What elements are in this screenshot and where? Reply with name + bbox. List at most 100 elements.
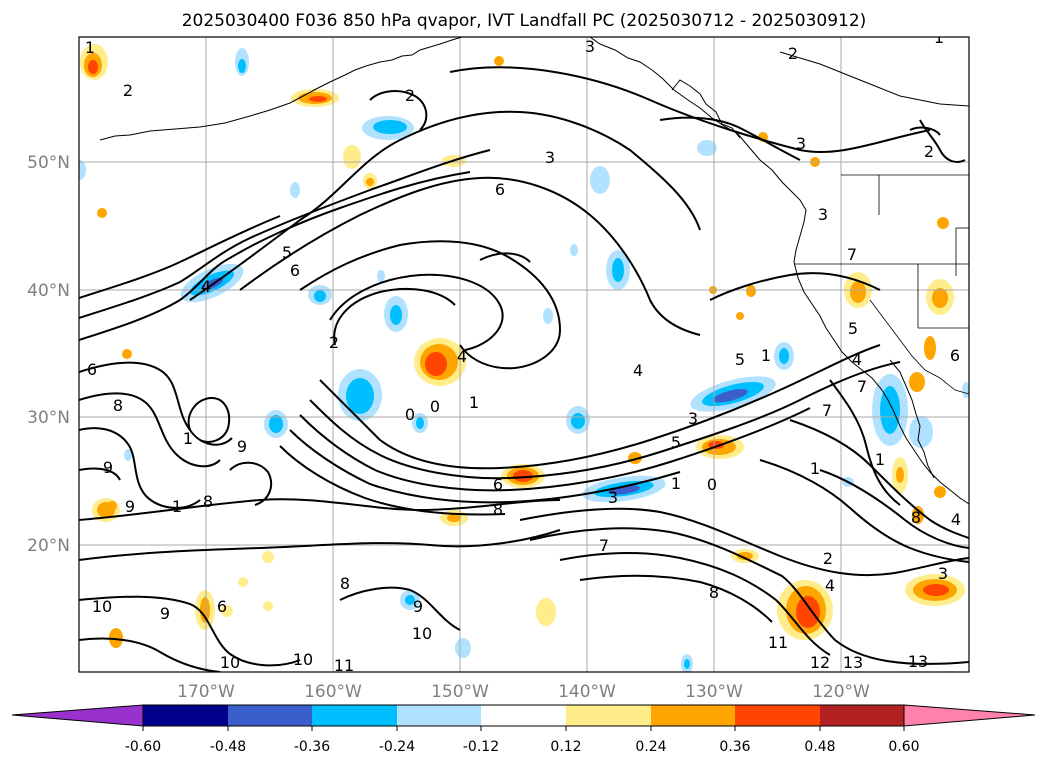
colorbar-bin bbox=[312, 705, 397, 726]
contour-label: 7 bbox=[599, 536, 609, 555]
contour-label: 2 bbox=[924, 142, 934, 161]
colorbar-over-extension bbox=[903, 704, 1036, 727]
contour-label: 2 bbox=[823, 549, 833, 568]
contour-label: 4 bbox=[457, 347, 467, 366]
colorbar-tick-label: 0.48 bbox=[804, 739, 835, 755]
contour-label: 6 bbox=[87, 360, 97, 379]
graticule bbox=[79, 37, 969, 672]
colorbar-frame bbox=[142, 704, 905, 727]
contour-label: 10 bbox=[92, 597, 112, 616]
colorbar-tick-label: 0.60 bbox=[888, 739, 919, 755]
contour-label: 5 bbox=[671, 433, 681, 452]
contour-lines bbox=[79, 66, 969, 672]
lon-tick-label: 130°W bbox=[685, 682, 743, 702]
colorbar-tick-label: 0.24 bbox=[635, 739, 666, 755]
contour-label: 10 bbox=[220, 653, 240, 672]
contour-label: 4 bbox=[633, 361, 643, 380]
contour-label: 0 bbox=[707, 475, 717, 494]
contour-label: 1 bbox=[875, 450, 885, 469]
contour-label: 8 bbox=[493, 500, 503, 519]
contour-label: 7 bbox=[857, 377, 867, 396]
colorbar-tick-label: 0.36 bbox=[719, 739, 750, 755]
contour-label: 3 bbox=[796, 134, 806, 153]
colorbar-tick-label: -0.12 bbox=[463, 739, 499, 755]
contour-label: 10 bbox=[412, 624, 432, 643]
colorbar-bin bbox=[820, 705, 904, 726]
contour-label: 7 bbox=[847, 245, 857, 264]
negative-anomaly-patches bbox=[79, 48, 969, 672]
shaded-anomaly-layer bbox=[79, 44, 969, 672]
colorbar-bin bbox=[651, 705, 735, 726]
lat-tick-label: 40°N bbox=[27, 281, 70, 301]
colorbar-bin bbox=[566, 705, 651, 726]
contour-label: 1 bbox=[761, 346, 771, 365]
contour-label: 6 bbox=[493, 475, 503, 494]
contour-label: 3 bbox=[688, 409, 698, 428]
map-background bbox=[79, 37, 969, 672]
contour-label: 1 bbox=[469, 393, 479, 412]
colorbar-tick-label: 0.12 bbox=[550, 739, 581, 755]
contour-label-layer: 1 2 3 6 3 2 5 6 4 2 8 9 1 8 9 1 0 0 1 4 … bbox=[85, 28, 961, 675]
contour-label: 3 bbox=[585, 37, 595, 56]
contour-label: 9 bbox=[125, 497, 135, 516]
lon-tick-label: 160°W bbox=[304, 682, 362, 702]
contour-label: 8 bbox=[203, 492, 213, 511]
colorbar-bin bbox=[228, 705, 312, 726]
lat-tick-label: 20°N bbox=[27, 536, 70, 556]
colorbar-bin bbox=[143, 705, 228, 726]
contour-label: 1 bbox=[934, 28, 944, 47]
contour-label: 6 bbox=[495, 180, 505, 199]
colorbar-tick-label: -0.48 bbox=[210, 739, 246, 755]
contour-label: 9 bbox=[103, 458, 113, 477]
contour-label: 1 bbox=[183, 429, 193, 448]
contour-label: 3 bbox=[818, 205, 828, 224]
contour-label: 5 bbox=[735, 350, 745, 369]
colorbar-tick-label: -0.36 bbox=[294, 739, 330, 755]
contour-label: 3 bbox=[608, 488, 618, 507]
contour-label: 1 bbox=[810, 459, 820, 478]
contour-label: 9 bbox=[413, 597, 423, 616]
contour-label: 2 bbox=[405, 86, 415, 105]
contour-label: 6 bbox=[290, 261, 300, 280]
contour-label: 4 bbox=[201, 277, 211, 296]
lon-tick-label: 120°W bbox=[812, 682, 870, 702]
contour-label: 7 bbox=[822, 401, 832, 420]
colorbar-bin bbox=[481, 705, 566, 726]
contour-label: 12 bbox=[810, 653, 830, 672]
contour-label: 1 bbox=[85, 38, 95, 57]
contour-label: 13 bbox=[843, 653, 863, 672]
colorbar-bin bbox=[397, 705, 481, 726]
contour-label: 8 bbox=[340, 574, 350, 593]
contour-label: 8 bbox=[911, 508, 921, 527]
map-panel: 1 2 3 6 3 2 5 6 4 2 8 9 1 8 9 1 0 0 1 4 … bbox=[78, 28, 970, 675]
colorbar: -0.60 -0.48 -0.36 -0.24 -0.12 0.12 0.24 … bbox=[11, 704, 1036, 755]
contour-label: 11 bbox=[334, 656, 354, 675]
figure-title: 2025030400 F036 850 hPa qvapor, IVT Land… bbox=[182, 11, 867, 31]
colorbar-tick-label: -0.24 bbox=[379, 739, 415, 755]
contour-label: 5 bbox=[848, 319, 858, 338]
contour-label: 2 bbox=[788, 44, 798, 63]
contour-label: 6 bbox=[950, 346, 960, 365]
colorbar-under-extension bbox=[11, 704, 144, 727]
political-borders bbox=[795, 174, 969, 395]
lat-tick-label: 30°N bbox=[27, 408, 70, 428]
contour-label: 3 bbox=[938, 564, 948, 583]
contour-label: 2 bbox=[329, 333, 339, 352]
colorbar-bin bbox=[735, 705, 820, 726]
longitude-tick-labels: 170°W 160°W 150°W 140°W 130°W 120°W bbox=[177, 682, 870, 702]
contour-label: 8 bbox=[709, 583, 719, 602]
contour-label: 6 bbox=[217, 597, 227, 616]
contour-label: 2 bbox=[123, 81, 133, 100]
contour-label: 5 bbox=[282, 243, 292, 262]
contour-label: 3 bbox=[545, 148, 555, 167]
contour-label: 1 bbox=[671, 474, 681, 493]
colorbar-tick-label: -0.60 bbox=[125, 739, 161, 755]
contour-label: 11 bbox=[768, 633, 788, 652]
map-frame bbox=[78, 36, 970, 673]
contour-label: 8 bbox=[113, 396, 123, 415]
lon-tick-label: 140°W bbox=[558, 682, 616, 702]
coastlines bbox=[99, 37, 969, 505]
contour-label: 10 bbox=[293, 650, 313, 669]
lon-tick-label: 150°W bbox=[431, 682, 489, 702]
contour-label: 13 bbox=[908, 652, 928, 671]
